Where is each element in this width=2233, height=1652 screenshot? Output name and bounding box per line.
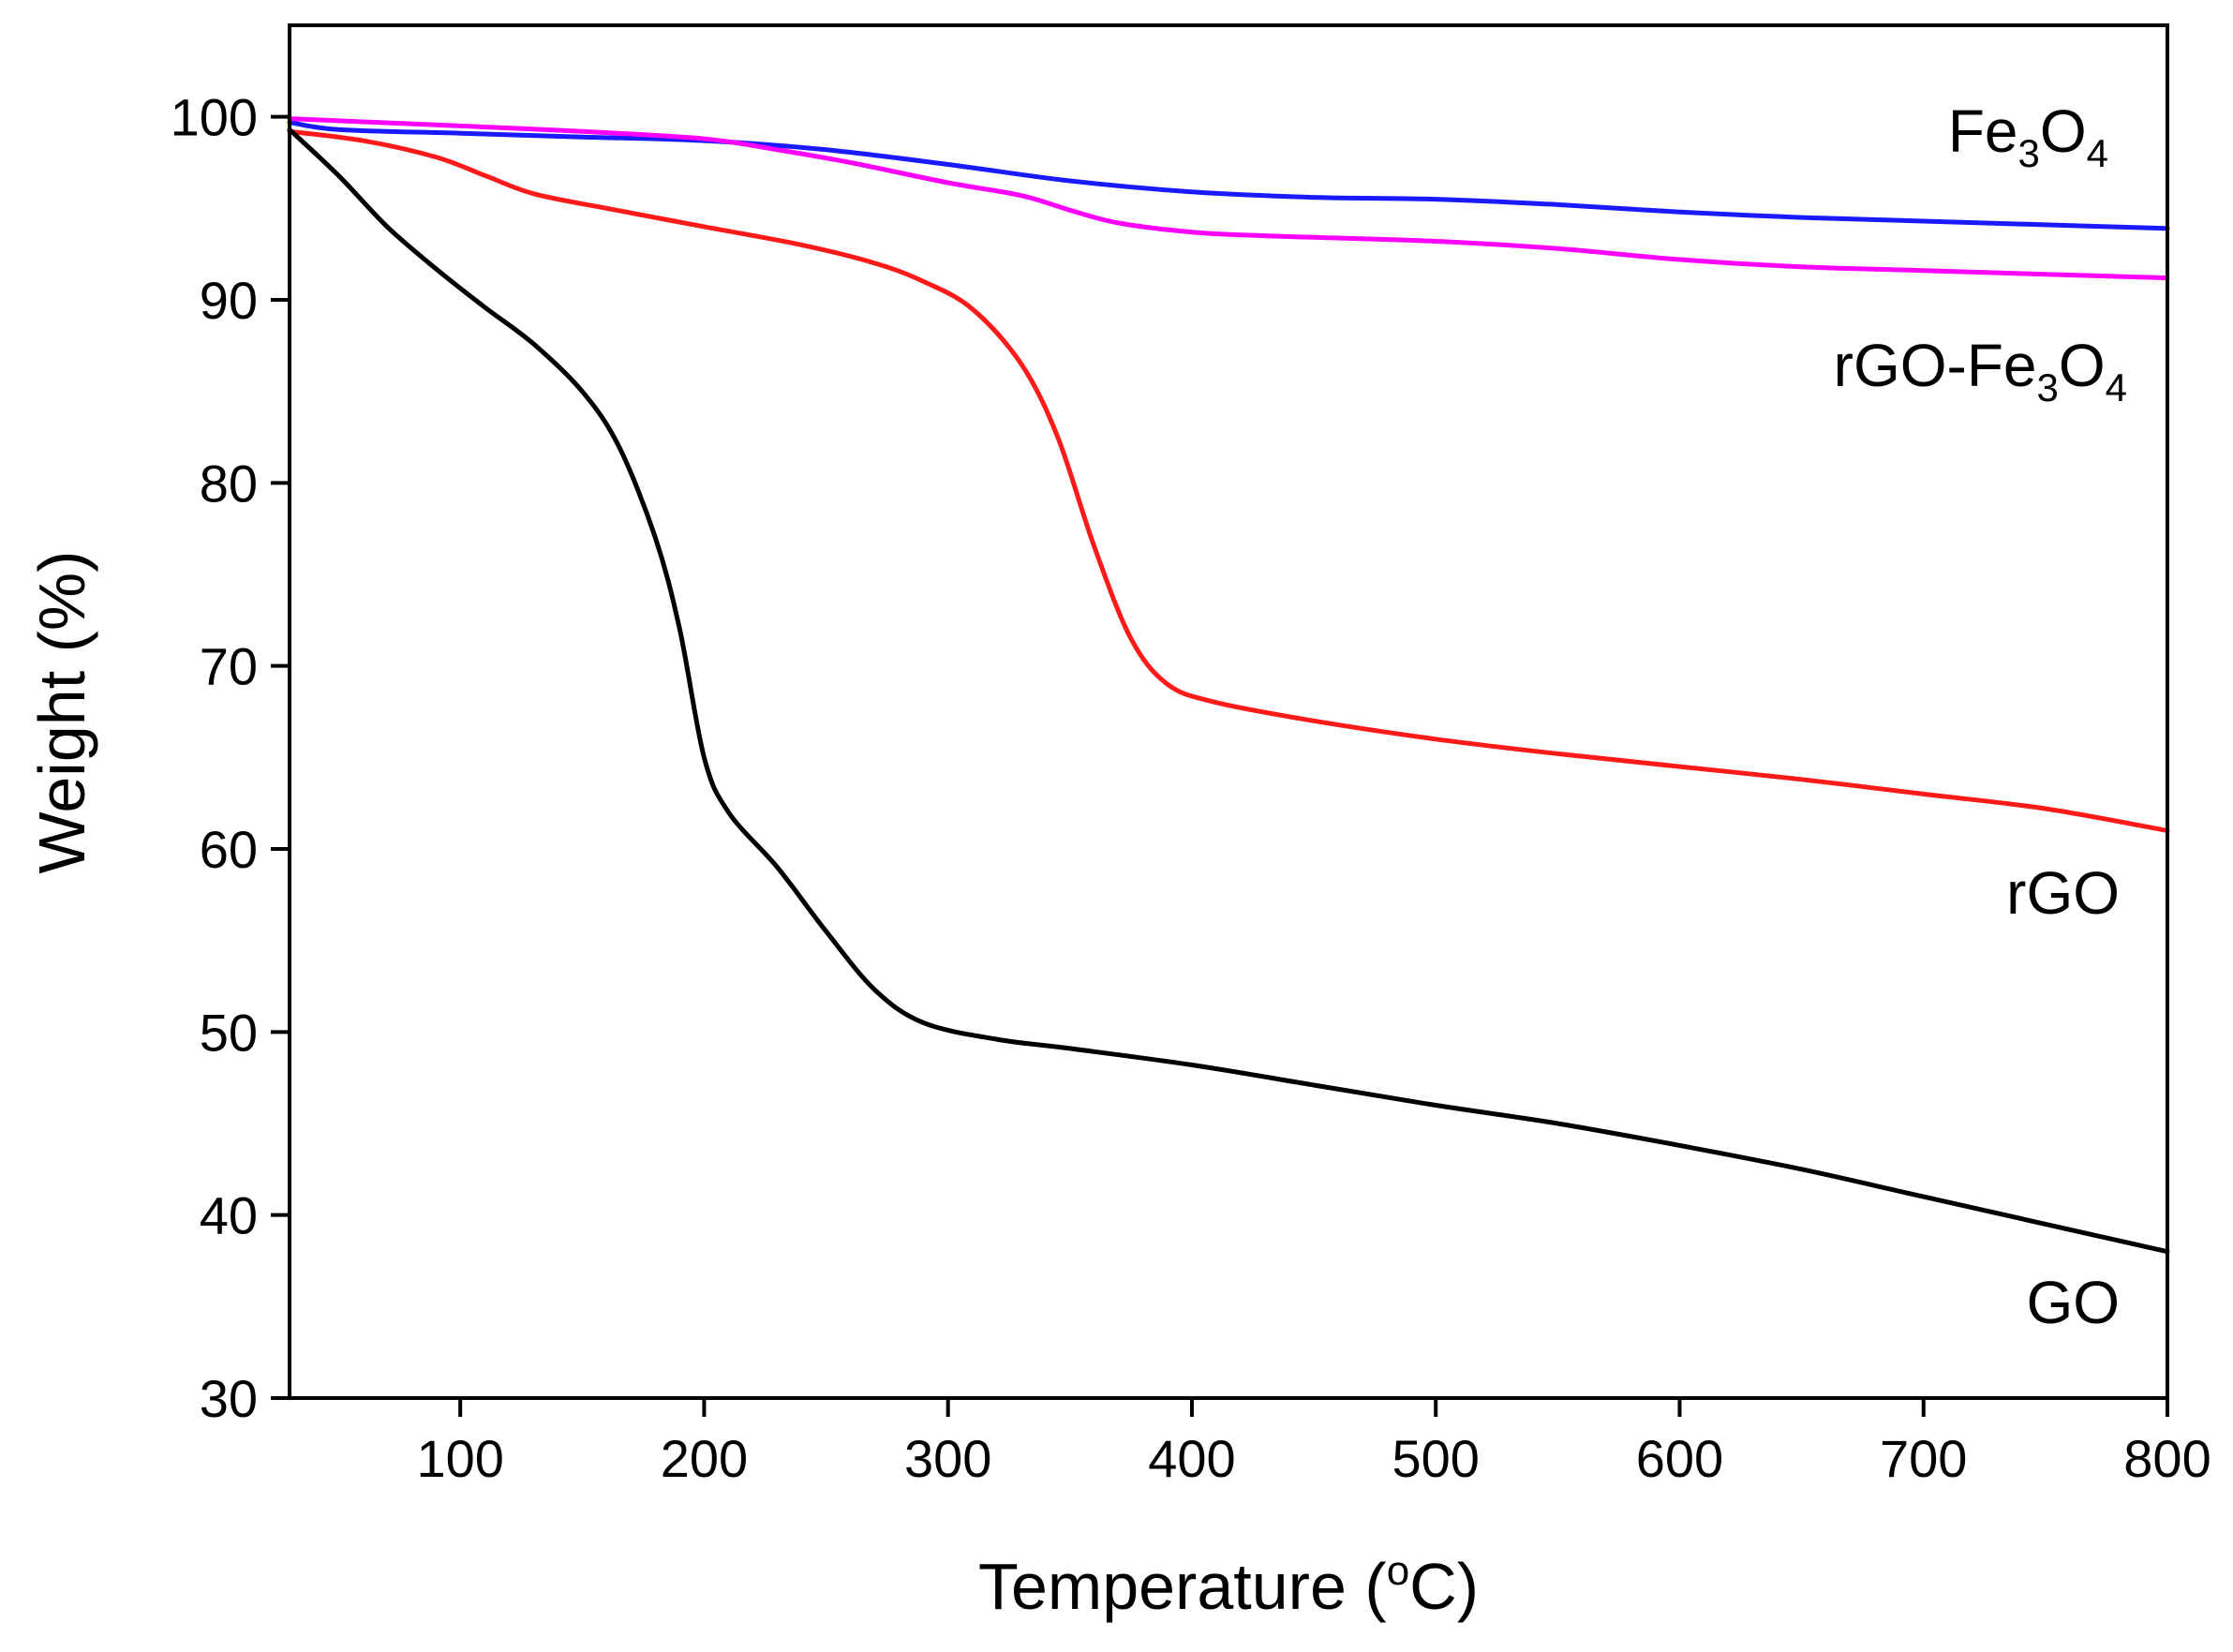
series-line-rgo [287, 128, 2170, 833]
series-label-go: GO [2026, 1269, 2120, 1336]
y-tick-label: 100 [171, 88, 258, 147]
y-tick-label: 80 [200, 454, 258, 513]
x-axis-title-degree: o [1387, 1548, 1409, 1594]
x-tick-label: 600 [1636, 1429, 1723, 1488]
plot-frame [288, 23, 2169, 1400]
series-label-rgo-fe3o4: rGO-Fe3O4 [1834, 332, 2127, 409]
y-tick-label: 90 [200, 271, 258, 330]
x-axis-title-unit: C) [1409, 1550, 1479, 1623]
y-tick-label: 60 [200, 820, 258, 879]
series-line-rgo-fe3o4 [287, 116, 2170, 281]
x-tick-label: 500 [1392, 1429, 1480, 1488]
x-tick-label: 400 [1148, 1429, 1235, 1488]
series-line-go [287, 127, 2170, 1255]
y-tick-label: 70 [200, 637, 258, 696]
y-axis-title: Weight (%) [25, 551, 98, 874]
x-axis-title: Temperature (oC) [978, 1548, 1479, 1623]
y-tick-label: 30 [200, 1369, 258, 1428]
y-tick-label: 50 [200, 1003, 258, 1062]
x-axis-title-main: Temperature ( [978, 1550, 1387, 1623]
series-line-fe3o4 [287, 120, 2170, 231]
x-tick-label: 300 [904, 1429, 991, 1488]
y-tick-label: 40 [200, 1186, 258, 1245]
series-label-rgo: rGO [2006, 859, 2120, 927]
series-label-fe3o4: Fe3O4 [1948, 97, 2108, 175]
x-tick-label: 700 [1880, 1429, 1967, 1488]
x-tick-label: 100 [416, 1429, 503, 1488]
x-tick-label: 200 [661, 1429, 748, 1488]
x-tick-label: 800 [2123, 1429, 2211, 1488]
